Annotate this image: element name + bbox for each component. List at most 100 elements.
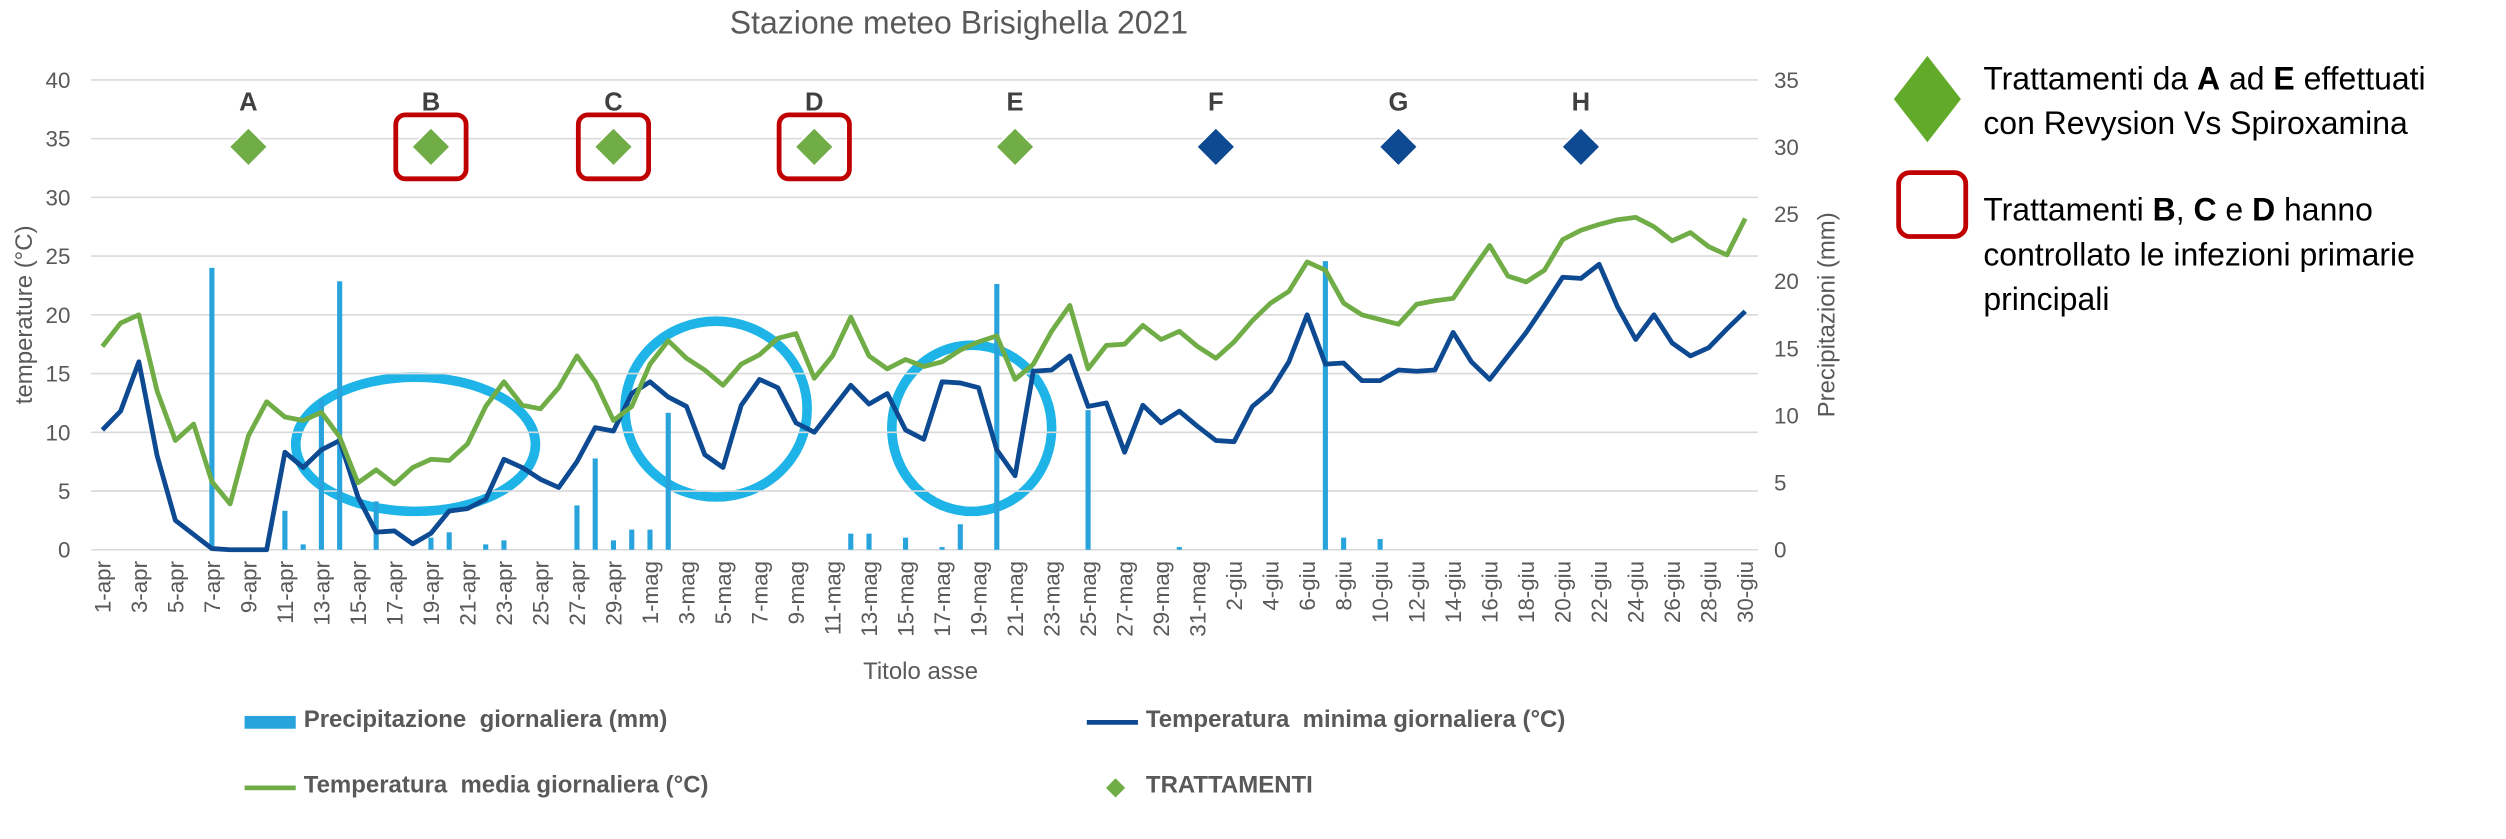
x-tick-label: 5-apr — [163, 560, 188, 613]
note-symbol — [1896, 170, 1969, 239]
bar — [209, 267, 215, 550]
y-tick-label: 0 — [58, 538, 70, 563]
y2-tick-label: 25 — [1774, 202, 1799, 227]
chart-title: Stazione meteo Brisighella 2021 — [730, 5, 1188, 41]
x-tick-label: 9-mag — [784, 561, 809, 624]
x-tick-label: 23-apr — [492, 560, 517, 625]
note-text: principali — [1983, 281, 2109, 317]
x-tick-label: 28-giu — [1697, 561, 1722, 623]
note-segment: ad — [2220, 60, 2273, 96]
x-tick-label: 20-giu — [1551, 561, 1576, 623]
highlight-box — [393, 112, 469, 182]
treatment-label: G — [1388, 88, 1408, 116]
x-tick-label: 12-giu — [1405, 561, 1430, 623]
bar — [337, 281, 343, 550]
x-tick-label: 17-mag — [930, 561, 955, 637]
x-tick-label: 13-mag — [857, 561, 882, 637]
note-segment: e — [2217, 192, 2253, 228]
x-tick-label: 15-apr — [346, 560, 371, 625]
x-tick-label: 13-apr — [309, 560, 334, 625]
x-tick-label: 23-mag — [1040, 561, 1065, 637]
note-segment: , — [2176, 192, 2194, 228]
x-tick-label: 19-mag — [967, 561, 992, 637]
bar — [610, 540, 617, 550]
y2-tick-label: 30 — [1774, 135, 1799, 160]
y-tick-label: 10 — [46, 420, 71, 445]
treatment-marker — [793, 126, 835, 168]
x-tick-label: 3-mag — [674, 561, 699, 624]
note-text: con Revysion Vs Spiroxamina — [1983, 105, 2408, 141]
legend-label: Temperatura media giornaliera (°C) — [303, 771, 709, 800]
x-tick-label: 21-mag — [1003, 561, 1028, 637]
y-tick-label: 30 — [46, 185, 71, 210]
treatment-marker — [994, 126, 1036, 168]
treatment-marker — [1195, 126, 1237, 168]
bar — [848, 533, 854, 550]
treatment-label: A — [239, 88, 257, 116]
bar — [501, 540, 507, 550]
bar — [1085, 410, 1091, 550]
y2-tick-label: 5 — [1774, 471, 1786, 496]
y-tick-label: 20 — [46, 303, 71, 328]
x-tick-label: 26-giu — [1660, 561, 1685, 623]
bar — [282, 510, 288, 550]
legend-item: Temperatura media giornaliera (°C) — [303, 771, 709, 800]
x-tick-label: 29-mag — [1149, 561, 1174, 637]
y-tick-label: 35 — [46, 127, 71, 152]
highlight-box — [776, 112, 852, 182]
treatment-marker — [1560, 126, 1602, 168]
x-tick-label: 6-giu — [1295, 561, 1320, 611]
treatment-label: F — [1208, 88, 1224, 116]
x-tick-label: 4-giu — [1259, 561, 1284, 611]
bar — [665, 412, 671, 550]
note-segment: E — [2273, 60, 2294, 96]
x-tick-label: 27-mag — [1113, 561, 1138, 637]
note-text: Trattamenti B, C e D hanno — [1983, 192, 2373, 228]
y2-tick-label: 10 — [1774, 403, 1799, 428]
y-tick-label: 40 — [46, 68, 71, 93]
legend-swatch — [244, 715, 296, 729]
legend-label: Temperatura minima giornaliera (°C) — [1145, 706, 1566, 734]
note-symbol — [1893, 55, 1961, 143]
treatment-marker — [228, 126, 269, 168]
bar — [939, 547, 945, 550]
x-tick-label: 3-apr — [127, 560, 152, 613]
x-tick-label: 25-apr — [528, 560, 553, 625]
treatment-marker — [410, 126, 452, 168]
treatment-label: B — [422, 88, 440, 116]
note-segment: controllato le infezioni primarie — [1983, 236, 2415, 272]
bar — [647, 529, 653, 550]
bar — [300, 544, 306, 550]
bar — [446, 532, 452, 550]
x-tick-label: 1-apr — [90, 560, 115, 613]
x-tick-label: 31-mag — [1186, 561, 1211, 637]
bar — [994, 283, 1000, 550]
treatment-label: E — [1007, 88, 1024, 116]
y-axis-title: temperature (°C) — [11, 225, 38, 404]
circle — [290, 372, 541, 517]
note-segment: effettuati — [2295, 60, 2426, 96]
x-tick-label: 24-giu — [1624, 561, 1649, 623]
bar — [318, 399, 324, 550]
x-tick-label: 22-giu — [1587, 561, 1612, 623]
x-tick-label: 1-mag — [638, 561, 663, 624]
x-tick-label: 27-apr — [565, 560, 590, 625]
bar — [957, 524, 963, 550]
note-segment: Trattamenti da — [1983, 60, 2197, 96]
y2-tick-label: 20 — [1774, 269, 1799, 294]
legend-item: Temperatura minima giornaliera (°C) — [1145, 706, 1566, 734]
x-tick-label: 18-giu — [1514, 561, 1539, 623]
note-segment: D — [2252, 192, 2275, 228]
note-segment: Trattamenti — [1983, 192, 2152, 228]
legend-label: TRATTAMENTI — [1145, 771, 1313, 800]
bar — [1322, 261, 1328, 550]
x-tick-label: 9-apr — [236, 560, 261, 613]
bar — [483, 544, 489, 550]
x-axis-title: Titolo asse — [863, 658, 978, 685]
x-tick-label: 7-mag — [747, 561, 772, 624]
x-tick-label: 2-giu — [1222, 561, 1247, 611]
treatment-marker — [1378, 126, 1419, 168]
x-tick-label: 19-apr — [419, 560, 444, 625]
legend-item: TRATTAMENTI — [1145, 771, 1313, 800]
